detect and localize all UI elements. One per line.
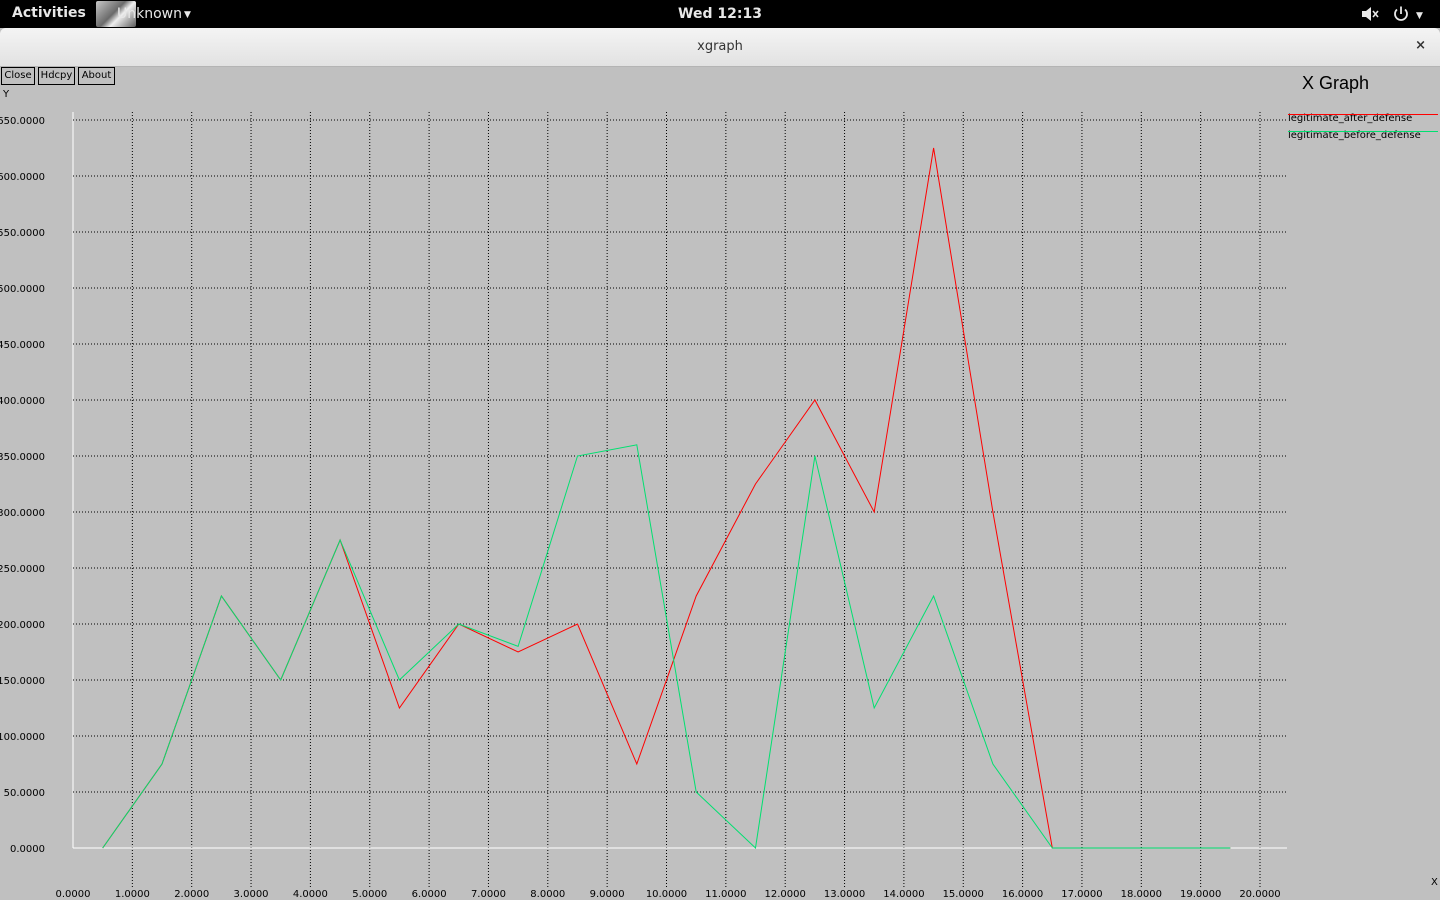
about-button[interactable]: About <box>78 67 115 85</box>
x-tick-label: 16.0000 <box>1002 889 1043 900</box>
x-tick-label: 12.0000 <box>765 889 806 900</box>
y-tick-label: 300.0000 <box>0 508 45 519</box>
y-tick-label: 0.0000 <box>10 844 45 855</box>
legend-swatch-after-defense <box>1288 114 1438 115</box>
x-tick-label: 19.0000 <box>1180 889 1221 900</box>
hdcpy-button[interactable]: Hdcpy <box>38 67 75 85</box>
x-tick-label: 4.0000 <box>293 889 328 900</box>
x-tick-label: 0.0000 <box>56 889 91 900</box>
volume-muted-icon <box>1362 7 1379 21</box>
y-tick-label: 550.0000 <box>0 228 45 239</box>
y-tick-label: 250.0000 <box>0 564 45 575</box>
y-tick-label: 500.0000 <box>0 284 45 295</box>
series-line-legitimate-before-defense <box>102 444 1231 850</box>
x-tick-label: 9.0000 <box>590 889 625 900</box>
y-tick-label: 650.0000 <box>0 116 45 127</box>
window-close-button[interactable]: × <box>1415 38 1426 53</box>
app-menu-label: Unknown <box>117 6 182 22</box>
x-tick-label: 15.0000 <box>943 889 984 900</box>
activities-button[interactable]: Activities <box>12 5 86 21</box>
y-tick-label: 150.0000 <box>0 676 45 687</box>
app-icon <box>96 1 136 27</box>
x-tick-label: 17.0000 <box>1061 889 1102 900</box>
close-button[interactable]: Close <box>1 67 35 85</box>
caret-down-icon: ▼ <box>184 10 191 20</box>
y-tick-label: 450.0000 <box>0 340 45 351</box>
clock[interactable]: Wed 12:13 <box>678 6 762 22</box>
y-tick-label: 50.0000 <box>4 788 45 799</box>
legend-swatch-before-defense <box>1288 131 1438 132</box>
y-tick-label: 350.0000 <box>0 452 45 463</box>
x-tick-label: 8.0000 <box>530 889 565 900</box>
app-menu[interactable]: Unknown ▼ <box>96 0 206 28</box>
x-tick-label: 3.0000 <box>234 889 269 900</box>
x-tick-label: 5.0000 <box>352 889 387 900</box>
y-tick-label: 400.0000 <box>0 396 45 407</box>
x-tick-label: 18.0000 <box>1121 889 1162 900</box>
y-tick-label: 100.0000 <box>0 732 45 743</box>
clock-container: Wed 12:13 <box>0 6 1440 22</box>
x-tick-label: 2.0000 <box>174 889 209 900</box>
window-title: xgraph <box>697 39 743 54</box>
x-tick-label: 14.0000 <box>883 889 924 900</box>
graph-title: X Graph <box>1302 73 1370 93</box>
power-icon <box>1394 6 1408 21</box>
system-menu[interactable]: ▼ <box>1360 4 1430 24</box>
top-bar: Activities Unknown ▼ Wed 12:13 ▼ <box>0 0 1440 28</box>
x-tick-label: 13.0000 <box>824 889 865 900</box>
window-titlebar: xgraph × <box>0 28 1440 67</box>
x-tick-label: 10.0000 <box>646 889 687 900</box>
caret-down-icon: ▼ <box>1416 11 1423 21</box>
x-tick-label: 11.0000 <box>705 889 746 900</box>
x-tick-label: 1.0000 <box>115 889 150 900</box>
y-tick-label: 600.0000 <box>0 172 45 183</box>
y-tick-label: 200.0000 <box>0 620 45 631</box>
legend-label-after-defense: legitimate_after_defense <box>1288 113 1413 124</box>
x-tick-label: 20.0000 <box>1239 889 1280 900</box>
legend-label-before-defense: legitimate_before_defense <box>1288 130 1421 141</box>
x-axis-label: X <box>1431 877 1438 888</box>
x-tick-label: 6.0000 <box>412 889 447 900</box>
y-axis-label: Y <box>3 89 10 100</box>
x-tick-label: 7.0000 <box>471 889 506 900</box>
